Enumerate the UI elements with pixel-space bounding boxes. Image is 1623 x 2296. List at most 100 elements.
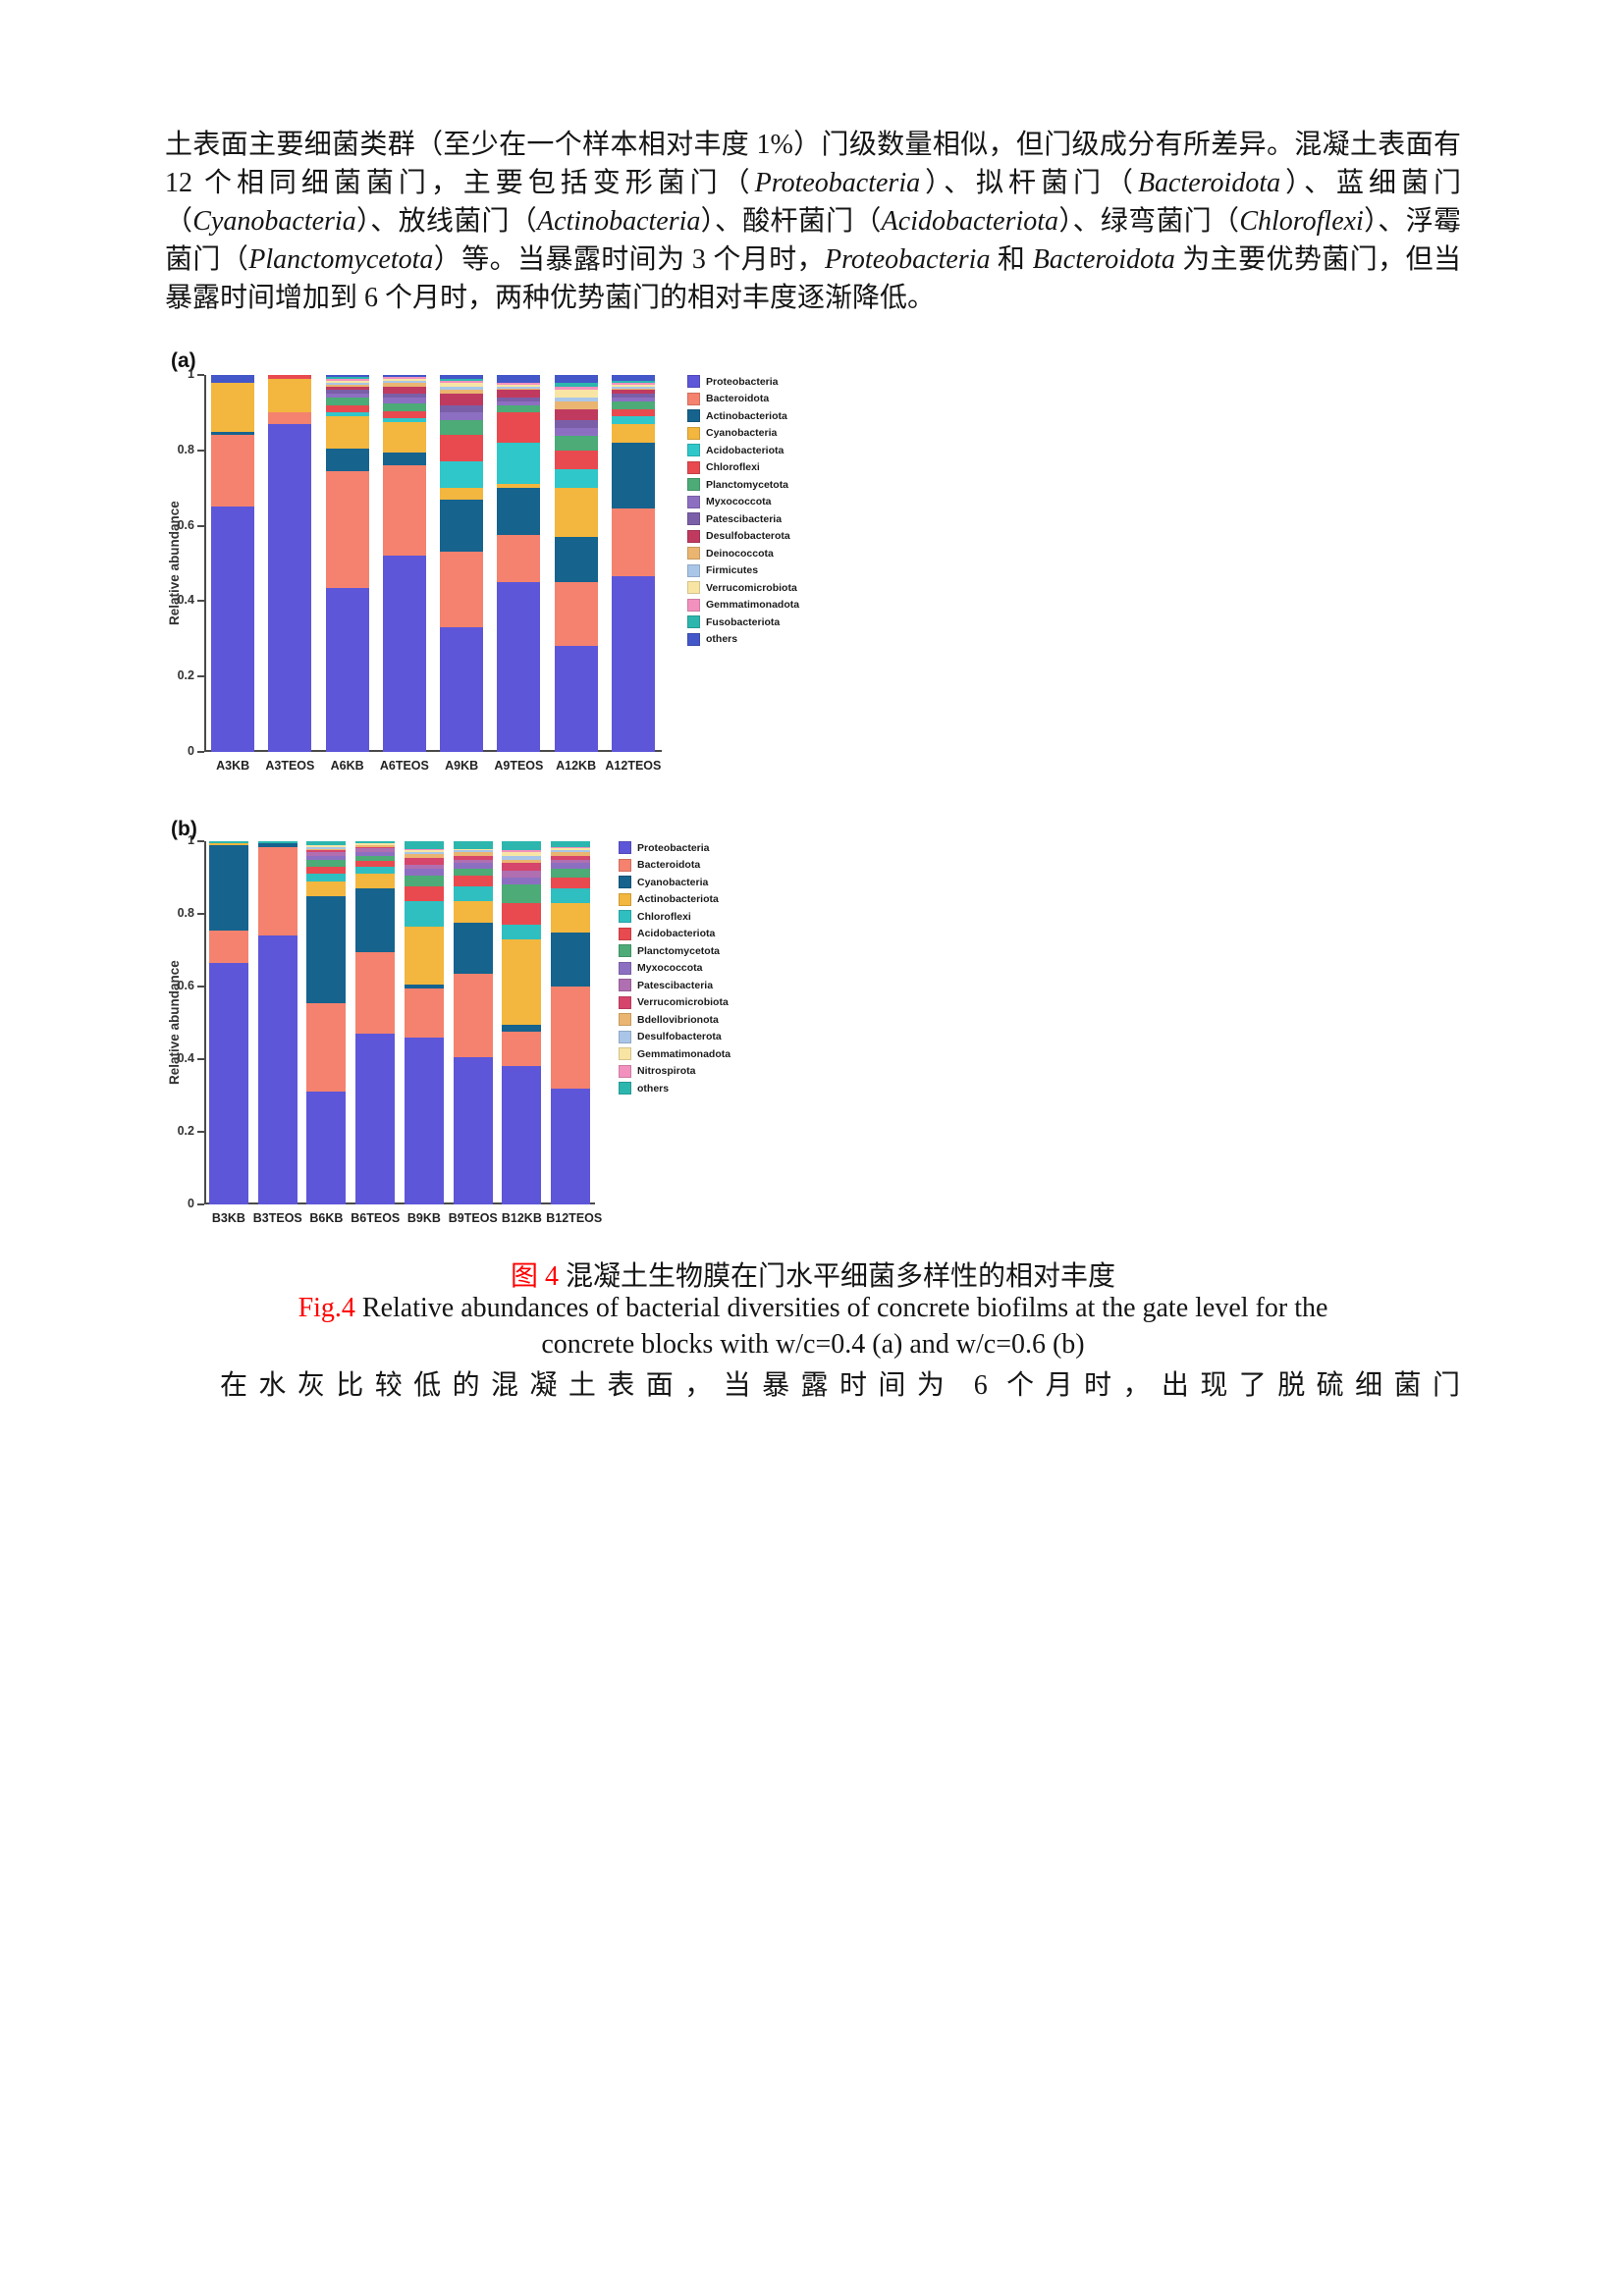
y-tick-label: 0.4 [177,1051,194,1065]
text-run: Chloroflexi [1239,206,1364,237]
bar-segment [497,582,541,752]
y-tick-mark [197,1058,204,1060]
legend-swatch-icon [687,478,700,492]
legend-item: Desulfobacterota [619,1030,730,1044]
bar-segment [453,886,493,902]
bar-segment [502,841,542,851]
legend-label: Gemmatimonadota [706,599,800,612]
y-tick-label: 1 [188,367,194,381]
bar-segment [551,868,591,879]
bar-segment [404,927,444,986]
bar-segment [611,375,655,381]
legend-item: Patescibacteria [687,512,799,526]
bar [611,375,655,752]
bar-segment [551,863,591,869]
bar-segment [355,841,396,843]
bar-segment [554,469,598,489]
bar-segment [551,987,591,1089]
legend-swatch-icon [687,632,700,646]
bar-segment [382,410,426,419]
bar-segment [257,846,298,936]
y-tick-label: 1 [188,833,194,847]
legend-label: Myxococcota [706,496,772,508]
x-tick-label: B12KB [501,1211,542,1225]
figure-caption-en-text: Relative abundances of bacterial diversi… [354,1293,1328,1323]
bar-segment [440,461,484,489]
y-tick-label: 0.2 [177,668,194,683]
bar-segment [453,852,493,856]
bar [208,841,248,1204]
bar-segment [211,435,255,507]
legend-item: others [619,1082,730,1095]
bar-segment [497,443,541,485]
bar-segment [306,859,347,867]
bar-segment [440,435,484,462]
legend-swatch-icon [687,444,700,457]
y-tick-mark [197,449,204,452]
bar-segment [497,488,541,536]
plot-area [204,375,662,752]
bar-segment [325,386,369,391]
bar-segment [355,844,396,847]
text-run: ）、浮霉菌门（ [165,206,1461,275]
legend-label: Cyanobacteria [706,427,778,440]
legend-item: Bdellovibrionota [619,1013,730,1027]
bar [440,375,484,752]
figure-caption-cn-number: 图 4 [510,1261,559,1292]
legend-label: Proteobacteria [706,375,779,388]
legend-label: Verrucomicrobiota [706,581,797,594]
text-run: Bacteroidota [1032,244,1175,275]
bar-segment [382,452,426,466]
legend-label: Firmicutes [706,564,759,577]
bar-segment [554,646,598,752]
legend-label: Patescibacteria [706,512,783,525]
bar-segment [497,384,541,387]
legend-label: Patescibacteria [637,979,714,991]
bar-segment [404,876,444,887]
bar-segment [325,448,369,471]
x-tick-label: B12TEOS [546,1211,603,1225]
x-tick-label: A12KB [556,759,597,773]
legend-item: Myxococcota [687,495,799,509]
bar-segment [440,420,484,436]
legend-swatch-icon [619,910,631,924]
bar-segment [325,587,369,752]
bar-segment [554,582,598,647]
figure-caption-cn-text: 混凝土生物膜在门水平细菌多样性的相对丰度 [559,1261,1116,1292]
bar-segment [268,423,312,752]
bar-segment [453,848,493,851]
bar-segment [355,852,396,856]
legend-label: Proteobacteria [637,841,710,854]
y-tick-label: 0 [188,744,194,758]
bar-segment [325,412,369,417]
legend-label: Planctomycetota [706,478,789,491]
x-tick-label: A9KB [445,759,479,773]
bar-segment [611,382,655,385]
y-tick-mark [197,374,204,376]
x-tick-label: A6TEOS [379,759,429,773]
y-tick-mark [197,675,204,678]
bar-segment [404,886,444,902]
bar-segment [453,901,493,924]
bar-segment [554,390,598,399]
bar-segment [440,394,484,405]
bar-segment [404,985,444,988]
bar-segment [440,412,484,421]
y-tick-mark [197,840,204,842]
bar-segment [268,378,312,413]
y-tick-mark [197,913,204,915]
bar-segment [306,841,347,845]
bar-segment [611,508,655,577]
legend-swatch-icon [687,615,700,629]
bar-segment [611,390,655,395]
x-tick-label: B6KB [309,1211,344,1225]
bar-segment [404,868,444,877]
bar-segment [440,380,484,383]
legend-swatch-icon [687,512,700,526]
legend-label: Acidobacteriota [706,444,784,456]
bar-segment [355,842,396,845]
bar-segment [404,841,444,849]
legend: Proteobacteria Bacteroidota Actinobacterio… [687,375,799,650]
x-tick-label: A6KB [330,759,364,773]
bar-segment [440,382,484,387]
